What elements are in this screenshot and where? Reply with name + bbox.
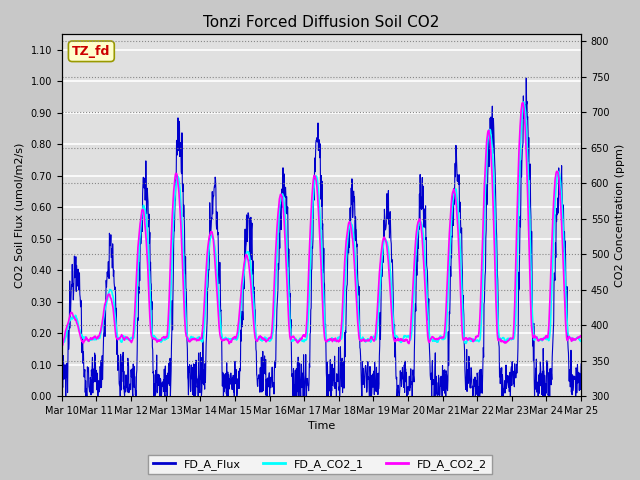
FD_A_Flux bbox=[470, 376, 477, 382]
Text: TZ_fd: TZ_fd bbox=[72, 45, 111, 58]
FD_A_Flux bbox=[402, 379, 410, 385]
X-axis label: Time: Time bbox=[308, 421, 335, 432]
FD_A_Flux bbox=[516, 239, 524, 245]
Line: FD_A_CO2_2: FD_A_CO2_2 bbox=[62, 103, 581, 346]
FD_A_CO2_1 bbox=[470, 337, 477, 343]
FD_A_Flux bbox=[62, 393, 70, 399]
FD_A_Flux bbox=[174, 137, 182, 143]
Line: FD_A_CO2_1: FD_A_CO2_1 bbox=[62, 102, 581, 343]
FD_A_CO2_1 bbox=[232, 335, 239, 341]
FD_A_CO2_2 bbox=[402, 336, 410, 342]
FD_A_CO2_1 bbox=[520, 99, 527, 105]
FD_A_CO2_2 bbox=[519, 100, 527, 106]
Title: Tonzi Forced Diffusion Soil CO2: Tonzi Forced Diffusion Soil CO2 bbox=[204, 15, 440, 30]
Y-axis label: CO2 Soil Flux (umol/m2/s): CO2 Soil Flux (umol/m2/s) bbox=[15, 143, 25, 288]
FD_A_CO2_2 bbox=[577, 334, 585, 340]
Line: FD_A_Flux: FD_A_Flux bbox=[62, 78, 581, 396]
FD_A_Flux bbox=[232, 381, 239, 386]
FD_A_CO2_1 bbox=[58, 336, 66, 342]
FD_A_CO2_2 bbox=[232, 336, 239, 341]
FD_A_CO2_2 bbox=[59, 343, 67, 348]
FD_A_CO2_1 bbox=[516, 165, 524, 171]
FD_A_CO2_2 bbox=[174, 178, 182, 183]
FD_A_Flux bbox=[58, 380, 66, 386]
FD_A_Flux bbox=[161, 393, 169, 399]
FD_A_CO2_2 bbox=[470, 337, 477, 343]
FD_A_CO2_1 bbox=[173, 174, 181, 180]
Legend: FD_A_Flux, FD_A_CO2_1, FD_A_CO2_2: FD_A_Flux, FD_A_CO2_1, FD_A_CO2_2 bbox=[148, 455, 492, 474]
FD_A_CO2_1 bbox=[161, 336, 168, 342]
FD_A_CO2_1 bbox=[402, 334, 410, 339]
FD_A_Flux bbox=[577, 361, 585, 367]
FD_A_Flux bbox=[522, 75, 530, 81]
FD_A_CO2_2 bbox=[161, 335, 169, 341]
Y-axis label: CO2 Concentration (ppm): CO2 Concentration (ppm) bbox=[615, 144, 625, 287]
FD_A_CO2_2 bbox=[58, 342, 66, 348]
FD_A_CO2_1 bbox=[462, 340, 470, 346]
FD_A_CO2_2 bbox=[516, 129, 524, 135]
FD_A_CO2_1 bbox=[577, 338, 585, 344]
